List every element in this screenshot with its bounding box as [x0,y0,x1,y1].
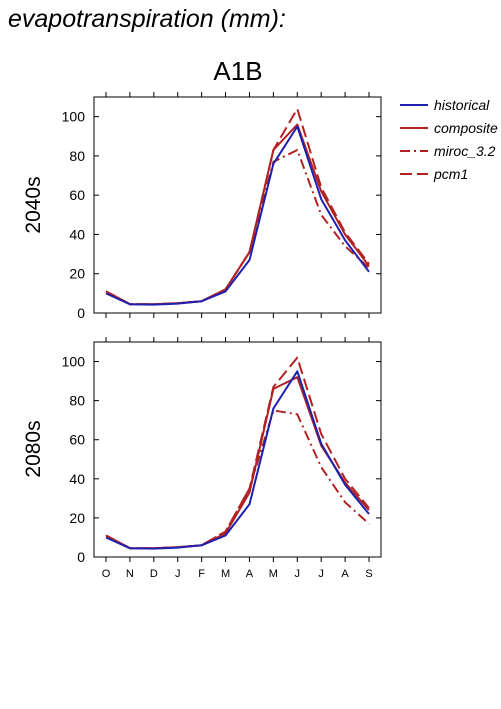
plot-frame [93,341,382,558]
legend: historical composite miroc_3.2 pcm1 [400,97,498,182]
x-tick-label: O [102,568,111,580]
panel-2080s: 0 20 40 60 80 100 O N D J F M A M J J A S 2080s [22,337,382,580]
legend-item: pcm1 [400,166,468,182]
y-tick-label: 100 [62,354,86,370]
legend-item: composite [400,120,498,136]
y-tick-label: 20 [69,266,85,282]
x-tick-label: F [198,568,205,580]
x-tick-label: A [246,568,254,580]
legend-label: composite [434,120,498,136]
legend-item: historical [400,97,490,113]
y-tick-label: 80 [69,393,85,409]
legend-label: historical [434,97,490,113]
x-tick-label: A [341,568,349,580]
series-line-miroc-3-2 [105,409,370,550]
legend-label: pcm1 [433,166,468,182]
scenario-label: A1B [213,56,262,86]
series-line-pcm1 [105,107,370,306]
y-tick-label: 40 [69,471,85,487]
x-tick-label: M [269,568,278,580]
y-tick-label: 60 [69,187,85,203]
panel-2040s: 0 20 40 60 80 100 2040s [22,92,382,321]
x-tick-label: D [150,568,158,580]
panel-label: 2080s [22,420,45,477]
x-tick-label: M [221,568,230,580]
series-line-miroc-3-2 [105,149,370,306]
legend-label: miroc_3.2 [434,143,496,159]
x-tick-label: N [126,568,134,580]
x-tick-label: J [175,568,181,580]
series-line-historical [105,370,370,550]
series-line-composite [105,376,370,550]
y-tick-label: 80 [69,148,85,164]
y-tick-label: 40 [69,226,85,242]
x-tick-label: J [295,568,301,580]
plot-frame [93,96,382,314]
series-line-historical [105,125,370,306]
x-tick-label: J [318,568,324,580]
y-tick-label: 100 [62,109,86,125]
y-tick-label: 0 [77,549,85,565]
y-tick-label: 0 [77,305,85,321]
legend-item: miroc_3.2 [400,143,496,159]
y-tick-label: 60 [69,432,85,448]
panels: 0 20 40 60 80 100 2040s 0 20 40 60 80 100 O N D J F M A M J J A… [22,92,382,580]
x-tick-label: S [365,568,372,580]
panel-label: 2040s [22,176,45,233]
figure-title: evapotranspiration (mm): [8,5,286,33]
y-tick-label: 20 [69,510,85,526]
